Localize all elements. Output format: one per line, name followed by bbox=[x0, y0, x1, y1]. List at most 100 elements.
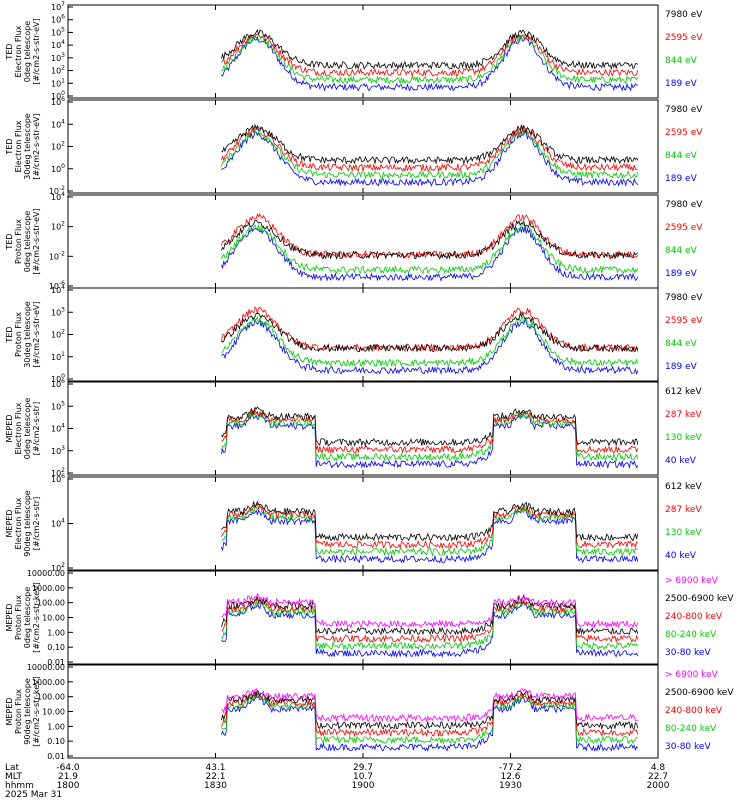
series-trace bbox=[221, 34, 639, 85]
y-axis-label: [#/cm2-s-str-eV] bbox=[32, 301, 41, 367]
panel-5: 102 103 104 105 106 MEPED Electron Flux 0deg te… bbox=[5, 378, 702, 478]
legend-entry: > 6900 keV bbox=[665, 576, 719, 586]
y-tick-label: 100.00 bbox=[37, 599, 65, 608]
series-trace bbox=[221, 500, 639, 542]
series-trace bbox=[221, 593, 639, 629]
y-tick-label: 102 bbox=[51, 141, 65, 152]
series-trace bbox=[221, 35, 638, 92]
series-trace bbox=[221, 695, 639, 753]
legend-entry: 189 eV bbox=[665, 362, 698, 372]
legend-entry: 40 keV bbox=[665, 551, 697, 561]
legend-entry: 7980 eV bbox=[665, 10, 703, 20]
panel-frame bbox=[67, 476, 659, 571]
legend-entry: 2500-6900 keV bbox=[665, 594, 734, 604]
hhmm-row-label: hhmm bbox=[5, 781, 34, 791]
y-tick-label: 10-2 bbox=[49, 250, 65, 261]
legend-entry: 844 eV bbox=[665, 339, 698, 349]
legend-entry: 287 keV bbox=[665, 505, 702, 515]
series-trace bbox=[221, 689, 639, 731]
panel-8: 0.01 0.10 1.00 10.00 100.00 1000.00 10000.00 ME… bbox=[5, 663, 734, 761]
series-trace bbox=[221, 507, 639, 564]
legend-entry: 130 keV bbox=[665, 433, 702, 443]
y-axis-label: 90deg telescope bbox=[23, 678, 32, 745]
y-tick-label: 104 bbox=[51, 39, 65, 50]
y-axis-label: [#/cm2-s-str-eV] bbox=[32, 113, 41, 179]
legend-entry: 240-800 keV bbox=[665, 612, 723, 622]
series-trace bbox=[221, 406, 639, 448]
y-axis-label: [#/cm2-s-str-keV] bbox=[32, 582, 41, 653]
y-tick-label: 100 bbox=[51, 373, 65, 384]
y-axis-label: [#/cm2-s-str] bbox=[32, 402, 41, 455]
legend-entry: 2595 eV bbox=[665, 316, 703, 326]
y-tick-label: 1000.00 bbox=[32, 678, 65, 687]
y-tick-label: 0.10 bbox=[47, 643, 65, 652]
y-tick-label: 104 bbox=[51, 191, 65, 202]
panel-2: 10-2 100 102 104 106 TED Electron Flux 30deg te… bbox=[5, 96, 703, 196]
lat-row-label: Lat bbox=[5, 763, 20, 773]
y-tick-label: 100 bbox=[51, 90, 65, 101]
legend-entry: 287 keV bbox=[665, 410, 702, 420]
y-axis-label: TED bbox=[5, 233, 14, 250]
y-axis-label: Proton Flux bbox=[14, 689, 23, 734]
legend-entry: 844 eV bbox=[665, 56, 698, 66]
legend-entry: 612 keV bbox=[665, 482, 702, 492]
legend-entry: 2595 eV bbox=[665, 33, 703, 43]
y-axis-label: Proton Flux bbox=[14, 219, 23, 264]
panel-frame bbox=[67, 570, 659, 665]
lat-value: -64.0 bbox=[56, 763, 80, 773]
y-axis-label: Electron Flux bbox=[14, 120, 23, 172]
y-tick-label: 102 bbox=[51, 562, 65, 573]
y-tick-label: 10000.00 bbox=[27, 569, 65, 578]
lat-value: 4.8 bbox=[651, 763, 666, 773]
date-label: 2025 Mar 31 bbox=[5, 790, 62, 800]
legend-entry: 844 eV bbox=[665, 246, 698, 256]
y-tick-label: 10000.00 bbox=[27, 663, 65, 672]
series-trace bbox=[221, 408, 639, 455]
series-trace bbox=[221, 690, 639, 738]
legend-entry: 189 eV bbox=[665, 269, 698, 279]
series-trace bbox=[221, 223, 639, 275]
legend-entry: 30-80 keV bbox=[665, 648, 711, 658]
y-tick-label: 104 bbox=[51, 518, 65, 529]
y-tick-label: 0.01 bbox=[47, 658, 65, 667]
y-axis-label: 0deg telescope bbox=[23, 398, 32, 459]
y-tick-label: 106 bbox=[51, 96, 65, 107]
y-tick-label: 102 bbox=[51, 467, 65, 478]
y-axis-label: Electron Flux bbox=[14, 25, 23, 77]
legend-entry: 612 keV bbox=[665, 387, 702, 397]
series-trace bbox=[221, 123, 639, 165]
y-tick-label: 0.10 bbox=[47, 737, 65, 746]
legend-entry: 7980 eV bbox=[665, 105, 703, 115]
y-tick-label: 105 bbox=[51, 400, 65, 411]
series-trace bbox=[221, 596, 639, 644]
y-axis-label: [#/cm2-s-str-eV] bbox=[32, 208, 41, 274]
mlt-row-label: MLT bbox=[5, 772, 23, 782]
series-trace bbox=[221, 502, 639, 550]
series-trace bbox=[221, 33, 639, 78]
legend-entry: 80-240 keV bbox=[665, 630, 717, 640]
y-tick-label: 1.00 bbox=[47, 722, 65, 731]
mlt-value: 12.6 bbox=[500, 772, 520, 782]
mlt-value: 10.7 bbox=[353, 772, 373, 782]
y-tick-label: 103 bbox=[51, 52, 65, 63]
y-axis-label: 30deg telescope bbox=[23, 301, 32, 368]
series-trace bbox=[221, 688, 638, 723]
y-tick-label: 103 bbox=[51, 445, 65, 456]
legend-entry: > 6900 keV bbox=[665, 670, 719, 680]
series-trace bbox=[221, 213, 639, 260]
y-tick-label: 102 bbox=[51, 221, 65, 232]
panel-6: 102 104 106 MEPED Electron Flux 90deg telesco… bbox=[5, 473, 702, 573]
y-tick-label: 10-6 bbox=[49, 280, 65, 291]
legend-entry: 130 keV bbox=[665, 528, 702, 538]
panel-4: 100 101 102 103 104 TED Proton Flux 30deg teles… bbox=[5, 284, 703, 384]
y-axis-label: TED bbox=[5, 138, 14, 155]
y-tick-label: 104 bbox=[51, 118, 65, 129]
legend-entry: 7980 eV bbox=[665, 200, 703, 210]
legend-entry: 80-240 keV bbox=[665, 724, 717, 734]
y-tick-label: 107 bbox=[51, 1, 65, 12]
y-tick-label: 1.00 bbox=[47, 628, 65, 637]
panel-frame bbox=[67, 99, 659, 194]
y-tick-label: 105 bbox=[51, 26, 65, 37]
y-tick-label: 10-2 bbox=[49, 185, 65, 196]
